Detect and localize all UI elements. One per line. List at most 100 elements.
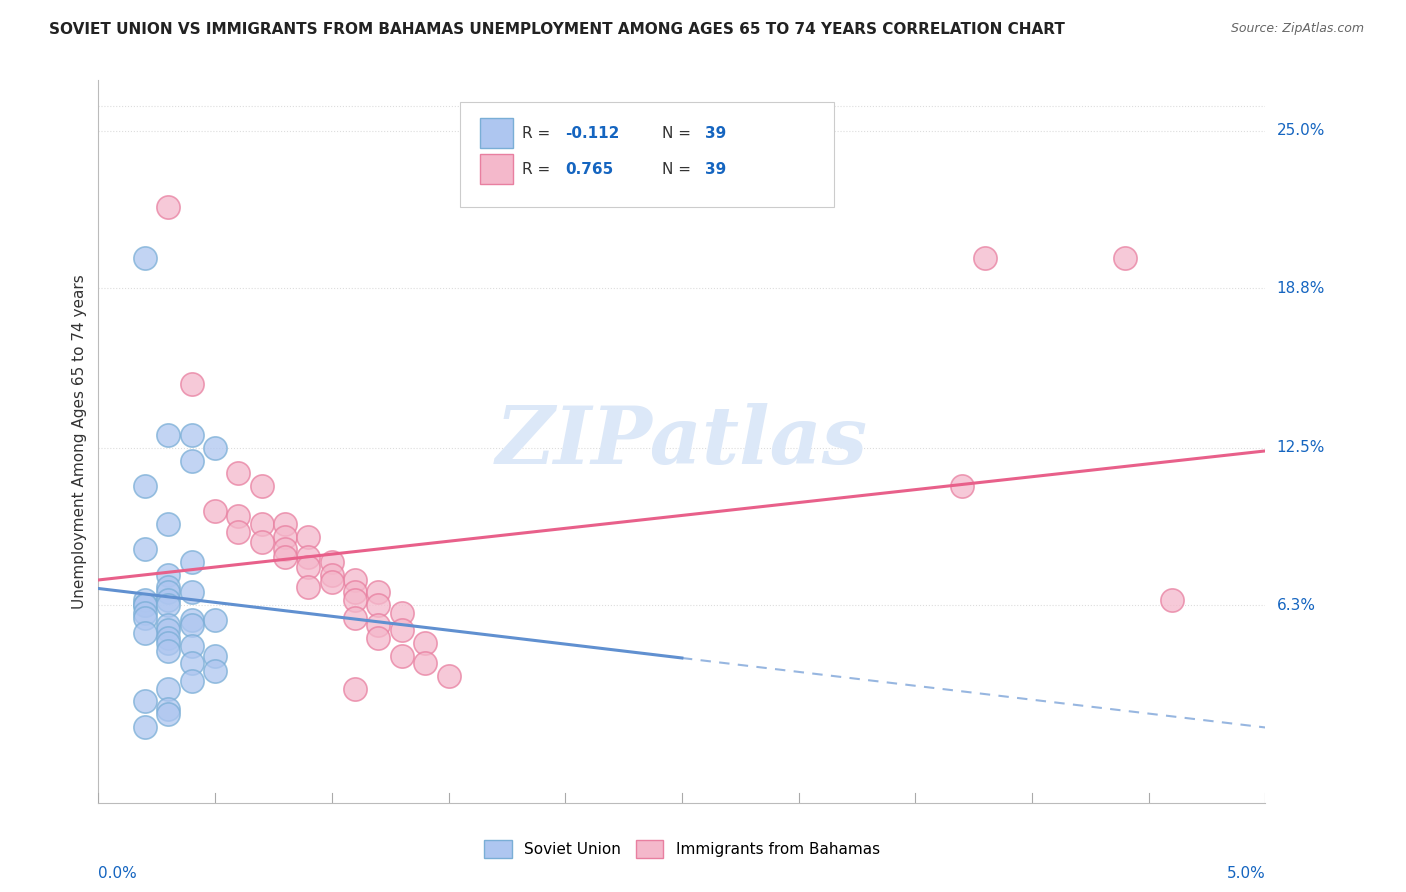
Soviet Union	[180, 555, 202, 569]
Immigrants from Bahamas	[297, 580, 319, 594]
Immigrants from Bahamas	[413, 636, 436, 650]
Immigrants from Bahamas	[228, 467, 250, 481]
Immigrants from Bahamas	[250, 516, 273, 531]
Soviet Union	[157, 631, 180, 645]
Immigrants from Bahamas	[297, 560, 319, 574]
Immigrants from Bahamas	[157, 200, 180, 214]
Soviet Union	[134, 593, 156, 607]
Immigrants from Bahamas	[274, 549, 297, 564]
Soviet Union	[157, 428, 180, 442]
Soviet Union	[134, 694, 156, 708]
Soviet Union	[180, 453, 202, 467]
Text: -0.112: -0.112	[565, 126, 620, 141]
Immigrants from Bahamas	[274, 542, 297, 557]
Text: 0.765: 0.765	[565, 161, 613, 177]
Immigrants from Bahamas	[344, 681, 367, 696]
Text: 39: 39	[706, 126, 727, 141]
Text: R =: R =	[522, 161, 555, 177]
Immigrants from Bahamas	[1114, 251, 1136, 265]
Soviet Union	[134, 598, 156, 612]
Immigrants from Bahamas	[391, 606, 413, 620]
Text: R =: R =	[522, 126, 555, 141]
Immigrants from Bahamas	[297, 530, 319, 544]
Immigrants from Bahamas	[367, 631, 389, 645]
FancyBboxPatch shape	[479, 118, 513, 148]
Soviet Union	[134, 542, 156, 557]
Immigrants from Bahamas	[344, 585, 367, 599]
Immigrants from Bahamas	[274, 530, 297, 544]
Y-axis label: Unemployment Among Ages 65 to 74 years: Unemployment Among Ages 65 to 74 years	[72, 274, 87, 609]
Soviet Union	[134, 598, 156, 612]
Text: 39: 39	[706, 161, 727, 177]
Legend: Soviet Union, Immigrants from Bahamas: Soviet Union, Immigrants from Bahamas	[478, 834, 886, 863]
Soviet Union	[157, 598, 180, 612]
Immigrants from Bahamas	[974, 251, 997, 265]
Immigrants from Bahamas	[344, 573, 367, 587]
Soviet Union	[134, 479, 156, 493]
Soviet Union	[180, 585, 202, 599]
Immigrants from Bahamas	[321, 555, 343, 569]
Immigrants from Bahamas	[321, 567, 343, 582]
Soviet Union	[204, 648, 226, 663]
Immigrants from Bahamas	[367, 585, 389, 599]
Text: 25.0%: 25.0%	[1277, 123, 1324, 138]
Soviet Union	[204, 613, 226, 627]
Immigrants from Bahamas	[321, 575, 343, 590]
Soviet Union	[134, 251, 156, 265]
Soviet Union	[157, 580, 180, 594]
Soviet Union	[180, 639, 202, 653]
Text: 0.0%: 0.0%	[98, 866, 138, 881]
FancyBboxPatch shape	[460, 102, 834, 207]
FancyBboxPatch shape	[479, 154, 513, 185]
Immigrants from Bahamas	[1161, 593, 1184, 607]
Soviet Union	[204, 664, 226, 678]
Text: 12.5%: 12.5%	[1277, 441, 1324, 456]
Immigrants from Bahamas	[344, 611, 367, 625]
Soviet Union	[157, 702, 180, 716]
Soviet Union	[157, 567, 180, 582]
Text: N =: N =	[662, 126, 696, 141]
Immigrants from Bahamas	[250, 534, 273, 549]
Immigrants from Bahamas	[274, 516, 297, 531]
Immigrants from Bahamas	[180, 377, 202, 392]
Soviet Union	[157, 624, 180, 638]
Text: 6.3%: 6.3%	[1277, 598, 1316, 613]
Soviet Union	[180, 428, 202, 442]
Immigrants from Bahamas	[437, 669, 460, 683]
Immigrants from Bahamas	[391, 648, 413, 663]
Text: N =: N =	[662, 161, 696, 177]
Soviet Union	[134, 606, 156, 620]
Immigrants from Bahamas	[413, 657, 436, 671]
Immigrants from Bahamas	[250, 479, 273, 493]
Immigrants from Bahamas	[367, 598, 389, 612]
Soviet Union	[157, 516, 180, 531]
Soviet Union	[134, 720, 156, 734]
Soviet Union	[157, 593, 180, 607]
Immigrants from Bahamas	[204, 504, 226, 518]
Immigrants from Bahamas	[297, 549, 319, 564]
Soviet Union	[157, 636, 180, 650]
Soviet Union	[157, 681, 180, 696]
Immigrants from Bahamas	[228, 524, 250, 539]
Soviet Union	[134, 611, 156, 625]
Text: ZIPatlas: ZIPatlas	[496, 403, 868, 480]
Immigrants from Bahamas	[367, 618, 389, 632]
Soviet Union	[157, 643, 180, 657]
Text: Source: ZipAtlas.com: Source: ZipAtlas.com	[1230, 22, 1364, 36]
Soviet Union	[180, 657, 202, 671]
Immigrants from Bahamas	[950, 479, 973, 493]
Text: 18.8%: 18.8%	[1277, 281, 1324, 295]
Immigrants from Bahamas	[228, 509, 250, 524]
Soviet Union	[134, 626, 156, 640]
Soviet Union	[180, 618, 202, 632]
Text: 5.0%: 5.0%	[1226, 866, 1265, 881]
Soviet Union	[180, 613, 202, 627]
Soviet Union	[180, 674, 202, 689]
Immigrants from Bahamas	[391, 624, 413, 638]
Immigrants from Bahamas	[344, 593, 367, 607]
Soviet Union	[204, 441, 226, 455]
Soviet Union	[157, 585, 180, 599]
Text: SOVIET UNION VS IMMIGRANTS FROM BAHAMAS UNEMPLOYMENT AMONG AGES 65 TO 74 YEARS C: SOVIET UNION VS IMMIGRANTS FROM BAHAMAS …	[49, 22, 1066, 37]
Soviet Union	[157, 618, 180, 632]
Soviet Union	[157, 707, 180, 722]
